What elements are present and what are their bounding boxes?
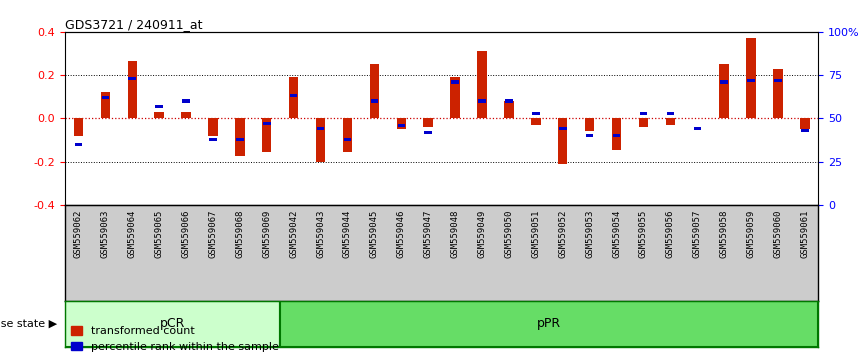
Text: GSM559064: GSM559064 [127,210,137,258]
Bar [639,118,648,127]
Bar [397,118,406,129]
Bar [774,79,782,82]
Bar [451,80,459,84]
Bar [208,118,217,136]
Bar [316,118,326,161]
Bar [666,118,675,125]
Bar [424,131,432,134]
Bar [101,96,109,99]
Bar [585,118,594,131]
Bar [127,61,137,118]
Bar [800,118,810,129]
Text: GSM559051: GSM559051 [532,210,540,258]
Text: GSM559053: GSM559053 [585,210,594,258]
Text: GSM559055: GSM559055 [639,210,648,258]
Bar [532,112,540,115]
Bar [100,92,110,118]
Text: GSM559049: GSM559049 [477,210,487,258]
Text: GSM559046: GSM559046 [397,210,406,258]
Text: GSM559062: GSM559062 [74,210,83,258]
Bar [262,118,271,152]
Bar [747,79,755,82]
Bar [558,118,567,164]
Text: GSM559043: GSM559043 [316,210,325,258]
Text: pCR: pCR [160,318,185,330]
Text: disease state ▶: disease state ▶ [0,319,57,329]
Bar [504,101,514,118]
Bar [74,118,83,136]
Bar [773,69,783,118]
Bar [613,134,620,137]
Bar [720,64,729,118]
Bar [505,99,513,103]
Legend: transformed count, percentile rank within the sample: transformed count, percentile rank withi… [70,326,278,352]
Text: GSM559059: GSM559059 [746,210,756,258]
Bar [478,99,486,103]
Bar [370,64,379,118]
Text: GSM559047: GSM559047 [423,210,433,258]
Text: GSM559050: GSM559050 [504,210,514,258]
Bar [612,118,621,150]
Bar [801,129,809,132]
Bar [290,94,297,97]
Text: GSM559058: GSM559058 [720,210,728,258]
Bar [154,112,164,118]
Bar [344,137,352,141]
Bar [397,124,405,127]
Text: GDS3721 / 240911_at: GDS3721 / 240911_at [65,18,203,31]
Bar [182,99,190,103]
Bar [236,118,244,156]
Bar [531,118,540,125]
Bar [289,77,299,118]
Text: GSM559063: GSM559063 [100,210,110,258]
Bar [236,137,243,141]
Text: GSM559067: GSM559067 [209,210,217,258]
Text: GSM559061: GSM559061 [800,210,810,258]
Bar [694,127,701,130]
Bar [746,38,756,118]
Bar [667,112,674,115]
Text: GSM559060: GSM559060 [773,210,783,258]
Bar [423,118,433,127]
Text: GSM559068: GSM559068 [236,210,244,258]
Bar [155,105,163,108]
Bar [343,118,352,152]
Bar [477,51,487,118]
Text: GSM559044: GSM559044 [343,210,352,258]
Text: GSM559054: GSM559054 [612,210,621,258]
Bar [586,134,593,137]
Bar [371,99,378,103]
Text: GSM559052: GSM559052 [559,210,567,258]
Text: GSM559048: GSM559048 [450,210,460,258]
Bar [281,301,818,347]
Bar [263,122,270,125]
Bar [181,112,191,118]
Bar [559,127,566,130]
Bar [640,112,647,115]
Bar [65,301,281,347]
Bar [721,80,728,84]
Bar [450,77,460,118]
Text: GSM559042: GSM559042 [289,210,298,258]
Text: GSM559056: GSM559056 [666,210,675,258]
Text: GSM559069: GSM559069 [262,210,271,258]
Bar [128,77,136,80]
Bar [74,143,82,146]
Bar [210,137,216,141]
Text: pPR: pPR [537,318,561,330]
Text: GSM559065: GSM559065 [155,210,164,258]
Bar [317,127,325,130]
Text: GSM559045: GSM559045 [370,210,379,258]
Text: GSM559057: GSM559057 [693,210,701,258]
Text: GSM559066: GSM559066 [182,210,191,258]
